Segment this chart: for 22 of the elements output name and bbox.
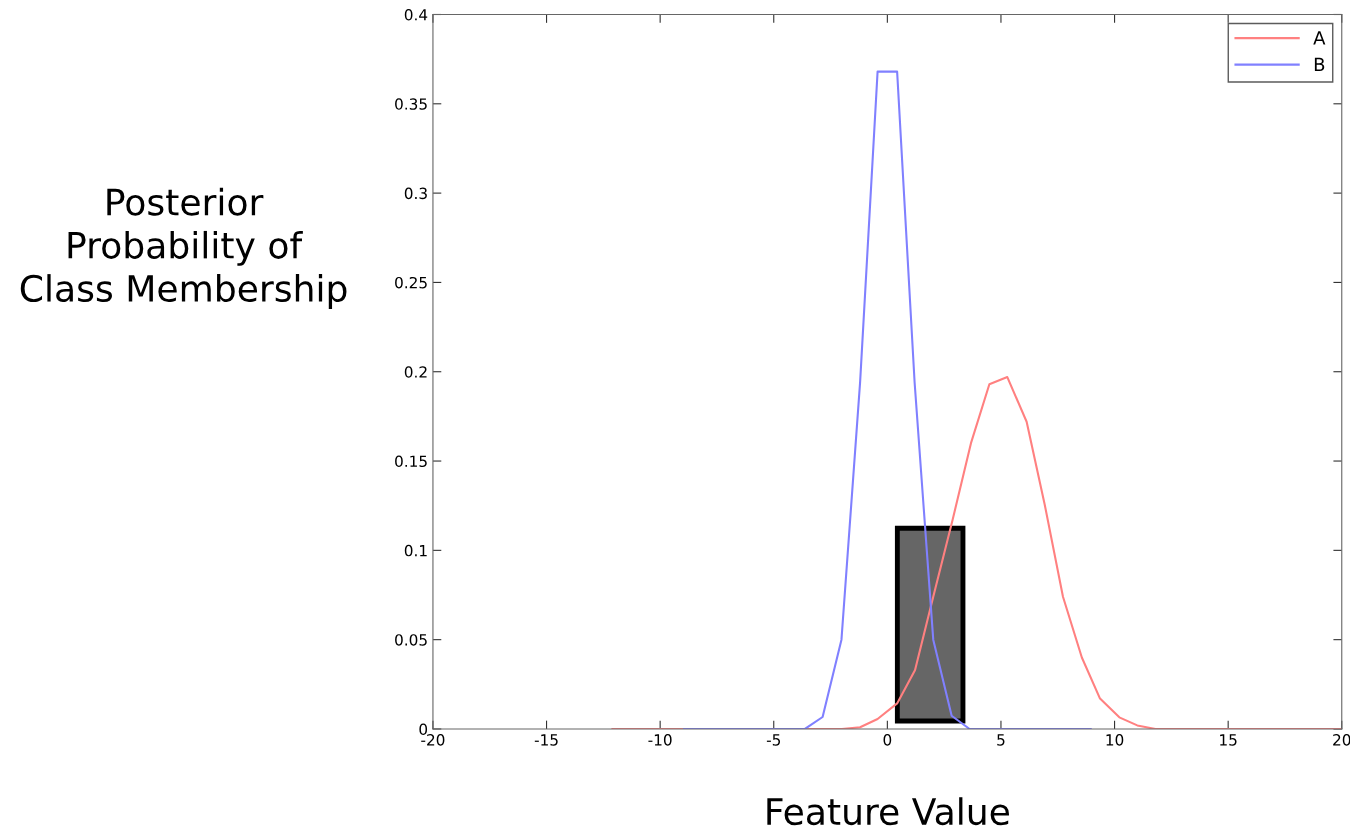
- x-tick-label: -5: [766, 734, 781, 746]
- x-tick-label: -15: [534, 734, 558, 746]
- y-tick-label: 0.05: [395, 634, 427, 646]
- y-tick-label: 0.4: [404, 8, 428, 21]
- x-tick-label: -20: [421, 734, 445, 746]
- y-tick-label: 0.35: [395, 98, 427, 110]
- x-tick-label: 5: [997, 734, 1005, 746]
- y-tick-label: 0.2: [404, 366, 427, 378]
- y-tick-label: 0.15: [395, 455, 427, 468]
- x-tick-label: 0: [883, 734, 892, 746]
- x-tick-label: -10: [648, 734, 672, 746]
- x-tick-label: 10: [1106, 734, 1124, 746]
- y-tick-label: 0.3: [404, 187, 427, 200]
- legend-label: A: [1313, 31, 1326, 45]
- x-tick-label: 20: [1333, 734, 1350, 746]
- y-axis-title: Posterior Probability of Class Membership: [20, 187, 347, 310]
- x-axis-title: Feature Value: [767, 797, 1009, 826]
- x-tick-label: 15: [1220, 734, 1237, 746]
- legend-label: B: [1314, 57, 1325, 71]
- y-tick-label: 0: [419, 723, 428, 735]
- y-tick-label: 0.25: [395, 276, 427, 289]
- y-tick-label: 0.1: [404, 544, 427, 557]
